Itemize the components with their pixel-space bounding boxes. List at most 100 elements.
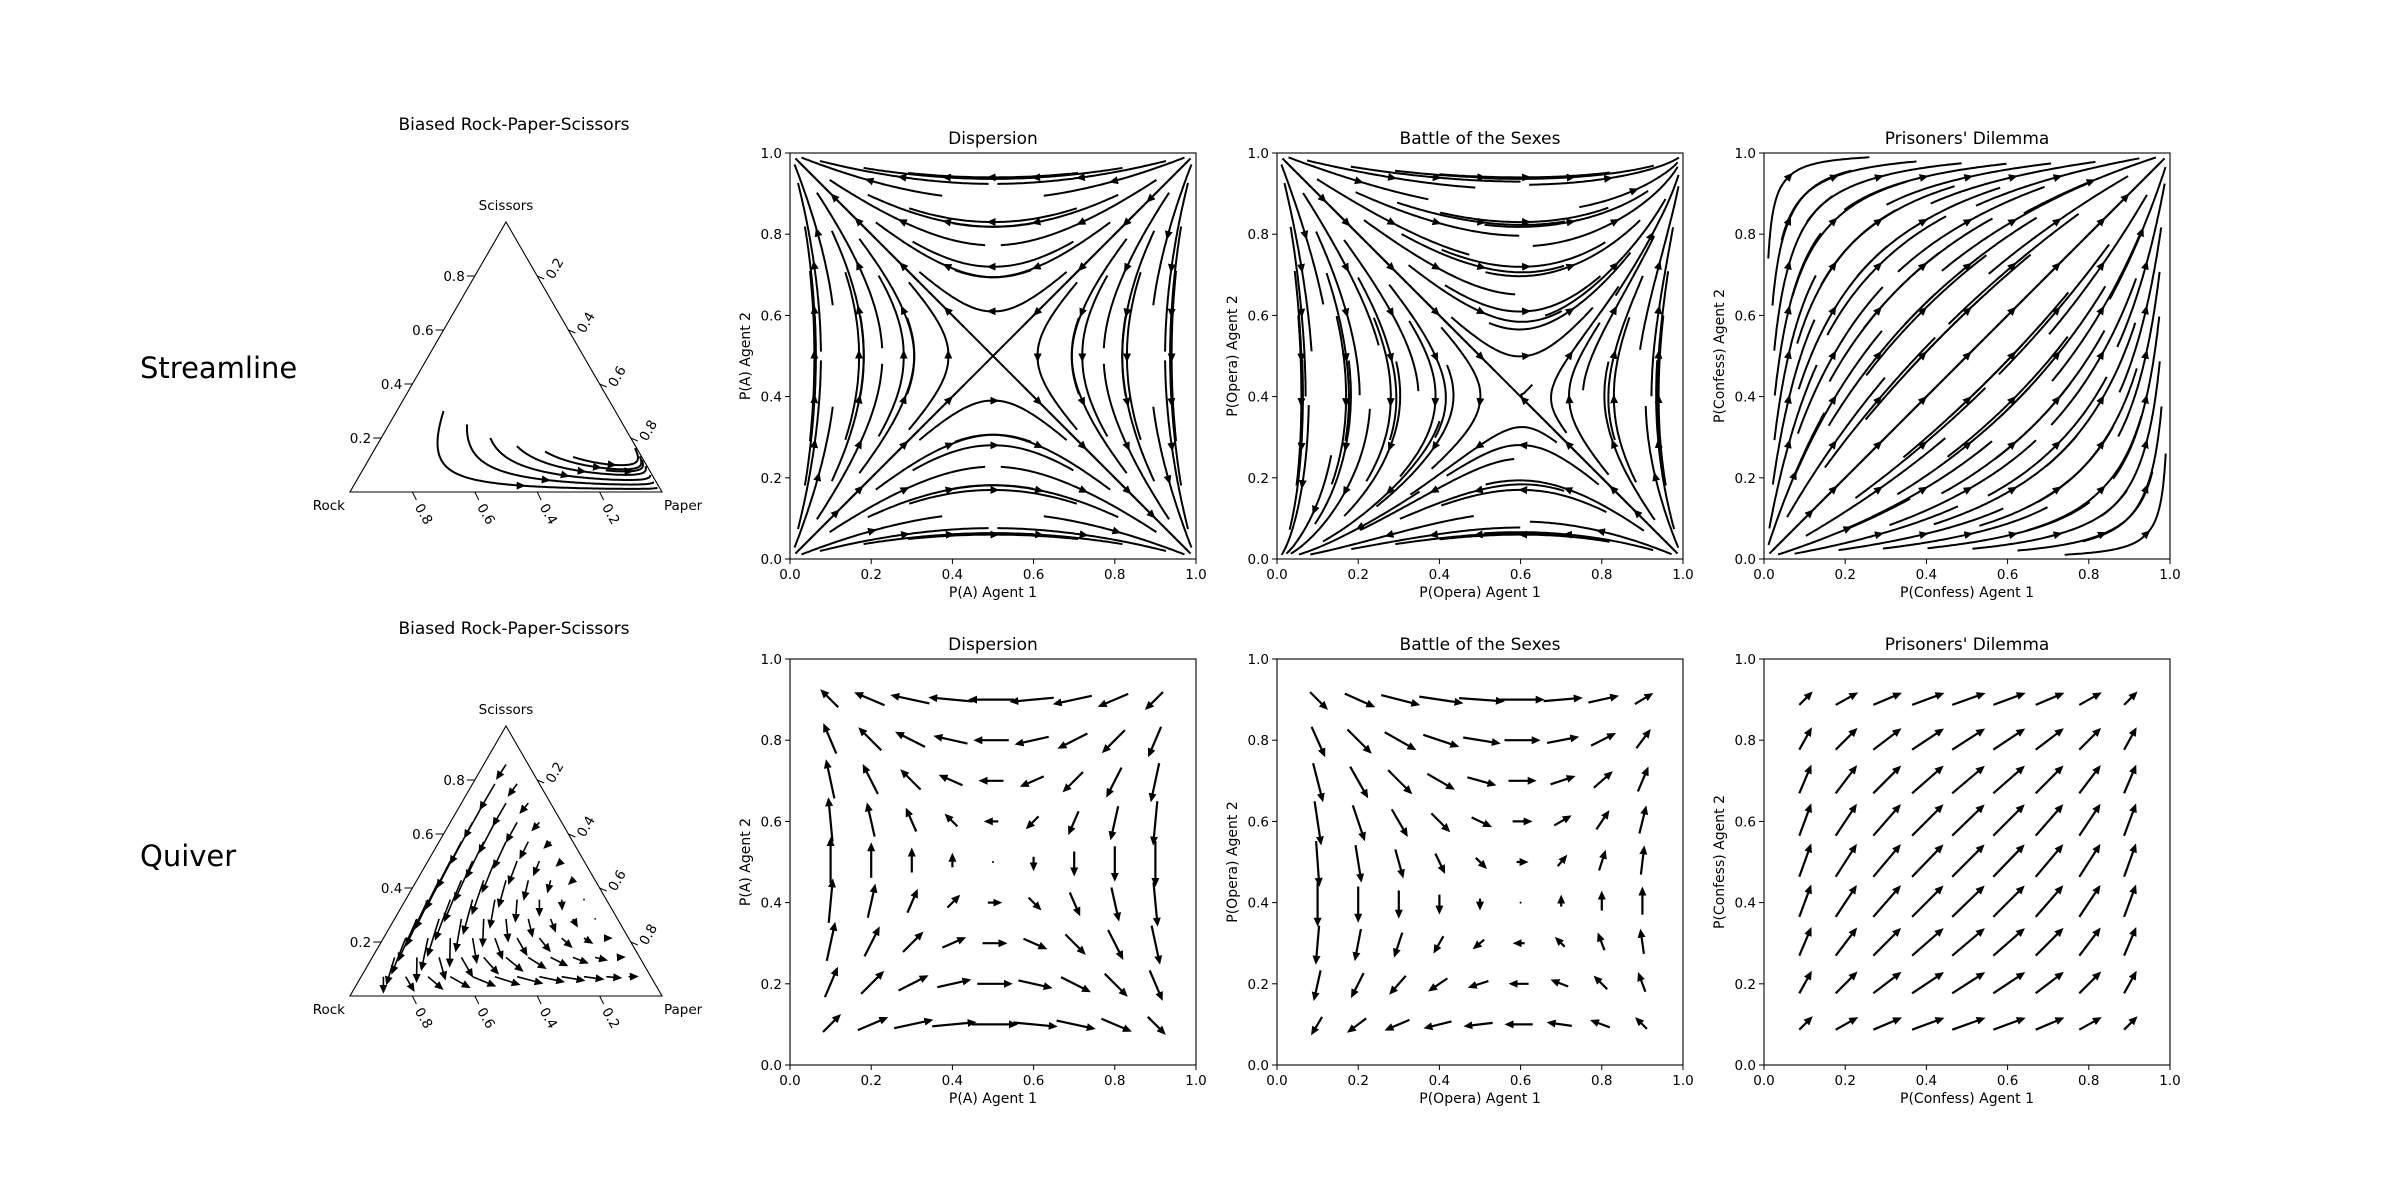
panel-title: Prisoners' Dilemma	[1885, 635, 2050, 655]
streamline	[1070, 317, 1128, 474]
quiver-arrow	[1097, 692, 1129, 708]
quiver-arrow	[465, 841, 485, 879]
quiver-arrow	[561, 937, 573, 949]
streamline	[1941, 383, 2072, 495]
quiver-arrow	[519, 802, 529, 814]
quiver-arrow	[521, 880, 530, 901]
stream-arrow	[1384, 530, 1395, 538]
stream-arrow	[2007, 486, 2018, 495]
stream-arrow	[1431, 217, 1442, 226]
stream-arrow	[1387, 441, 1396, 452]
stream-arrow	[854, 394, 863, 405]
quiver-arrow	[1872, 885, 1901, 918]
quiver-arrow	[864, 802, 876, 837]
quiver-arrow	[1426, 772, 1455, 790]
stream-arrow	[1783, 349, 1792, 360]
quiver-arrow	[496, 764, 507, 780]
plot-frame	[1763, 658, 2171, 1066]
y-tick-label: 0.4	[1248, 390, 1269, 406]
x-tick-label: 0.4	[1916, 1073, 1937, 1089]
right-tick	[537, 779, 545, 784]
stream-arrow	[1124, 262, 1132, 273]
x-tick-label: 0.6	[1997, 567, 2018, 583]
quiver-arrow	[1394, 849, 1405, 879]
streamline	[793, 406, 834, 548]
streamline	[1298, 490, 1421, 556]
quiver-arrow	[516, 937, 528, 957]
quiver-arrow	[1144, 691, 1164, 711]
stream-arrow	[899, 394, 907, 405]
streamline	[1363, 219, 1516, 296]
panel-title: Battle of the Sexes	[1400, 129, 1561, 149]
quiver-arrow	[1593, 771, 1613, 789]
quiver-arrow	[1992, 928, 2025, 957]
quiver-arrow	[1872, 971, 1902, 995]
y-axis-label: P(Confess) Agent 2	[1712, 289, 1728, 423]
streamline	[1933, 435, 2078, 526]
y-tick-label: 0.4	[1248, 896, 1269, 912]
quiver-arrow	[1314, 841, 1323, 887]
quiver-arrow	[1344, 692, 1376, 708]
stream-arrow	[854, 439, 862, 450]
quiver-arrow	[854, 692, 886, 707]
stream-arrow	[897, 219, 908, 227]
stream-arrow	[2096, 440, 2105, 450]
quiver-arrow	[1148, 969, 1163, 1001]
x-tick-label: 0.4	[1916, 567, 1937, 583]
x-tick-label: 1.0	[1672, 1073, 1693, 1089]
streamline	[875, 433, 1032, 491]
quiver-arrow	[1637, 928, 1646, 954]
quiver-arrow	[1798, 691, 1813, 706]
quiver-arrow	[1428, 977, 1449, 992]
quiver-arrow	[1543, 694, 1583, 703]
quiver-arrow	[1590, 1019, 1611, 1029]
quiver-arrow	[425, 860, 452, 911]
quiver-arrow	[905, 807, 918, 832]
quiver-arrow	[1393, 932, 1404, 958]
stream-arrow	[1146, 509, 1156, 519]
streamline	[1152, 164, 1193, 306]
y-tick-label: 0.4	[1735, 390, 1756, 406]
stream-arrow	[1076, 217, 1087, 225]
quiver-arrow	[1951, 728, 1986, 751]
streamline	[1946, 335, 2069, 458]
x-tick-label: 0.6	[1023, 567, 1044, 583]
streamline	[1399, 483, 1565, 520]
stream-arrow	[943, 396, 953, 406]
right-tick	[630, 437, 638, 442]
quiver-arrow	[1595, 810, 1610, 831]
quiver-arrow	[2035, 692, 2065, 706]
quiver-arrow	[1056, 1019, 1096, 1032]
quiver-arrow	[1472, 938, 1485, 950]
quiver-arrow	[1389, 975, 1407, 995]
stream-arrow	[1962, 441, 1973, 451]
stream-arrow	[1962, 218, 1973, 227]
quiver-arrow	[449, 976, 471, 989]
x-tick-label: 0.2	[1347, 567, 1368, 583]
stream-arrow	[1385, 485, 1396, 495]
quiver-arrow	[1798, 970, 1812, 994]
quiver-arrow	[487, 899, 496, 929]
left-tick-label: 0.4	[381, 377, 402, 393]
quiver-arrow	[1911, 728, 1945, 751]
stream-arrow	[1654, 260, 1662, 271]
x-tick-label: 0.0	[1266, 567, 1287, 583]
quiver-arrow	[583, 898, 585, 901]
stream-arrow	[2051, 218, 2062, 227]
y-axis-label: P(Opera) Agent 2	[1225, 295, 1241, 416]
quiver-arrow	[2078, 803, 2101, 837]
x-tick-label: 1.0	[2159, 567, 2180, 583]
quiver-arrow	[538, 937, 551, 953]
quiver-arrow	[2078, 971, 2102, 995]
quiver-arrow	[567, 875, 578, 886]
stream-arrow	[2136, 227, 2144, 238]
bottom-tick	[599, 491, 605, 501]
y-tick-label: 0.6	[761, 814, 782, 830]
quiver-arrow	[1018, 979, 1053, 991]
plot-frame	[789, 152, 1197, 560]
quiver-arrow	[1103, 972, 1128, 997]
quiver-arrow	[822, 1013, 842, 1033]
y-tick-label: 0.0	[1735, 552, 1756, 568]
quiver-arrow	[1590, 732, 1617, 747]
